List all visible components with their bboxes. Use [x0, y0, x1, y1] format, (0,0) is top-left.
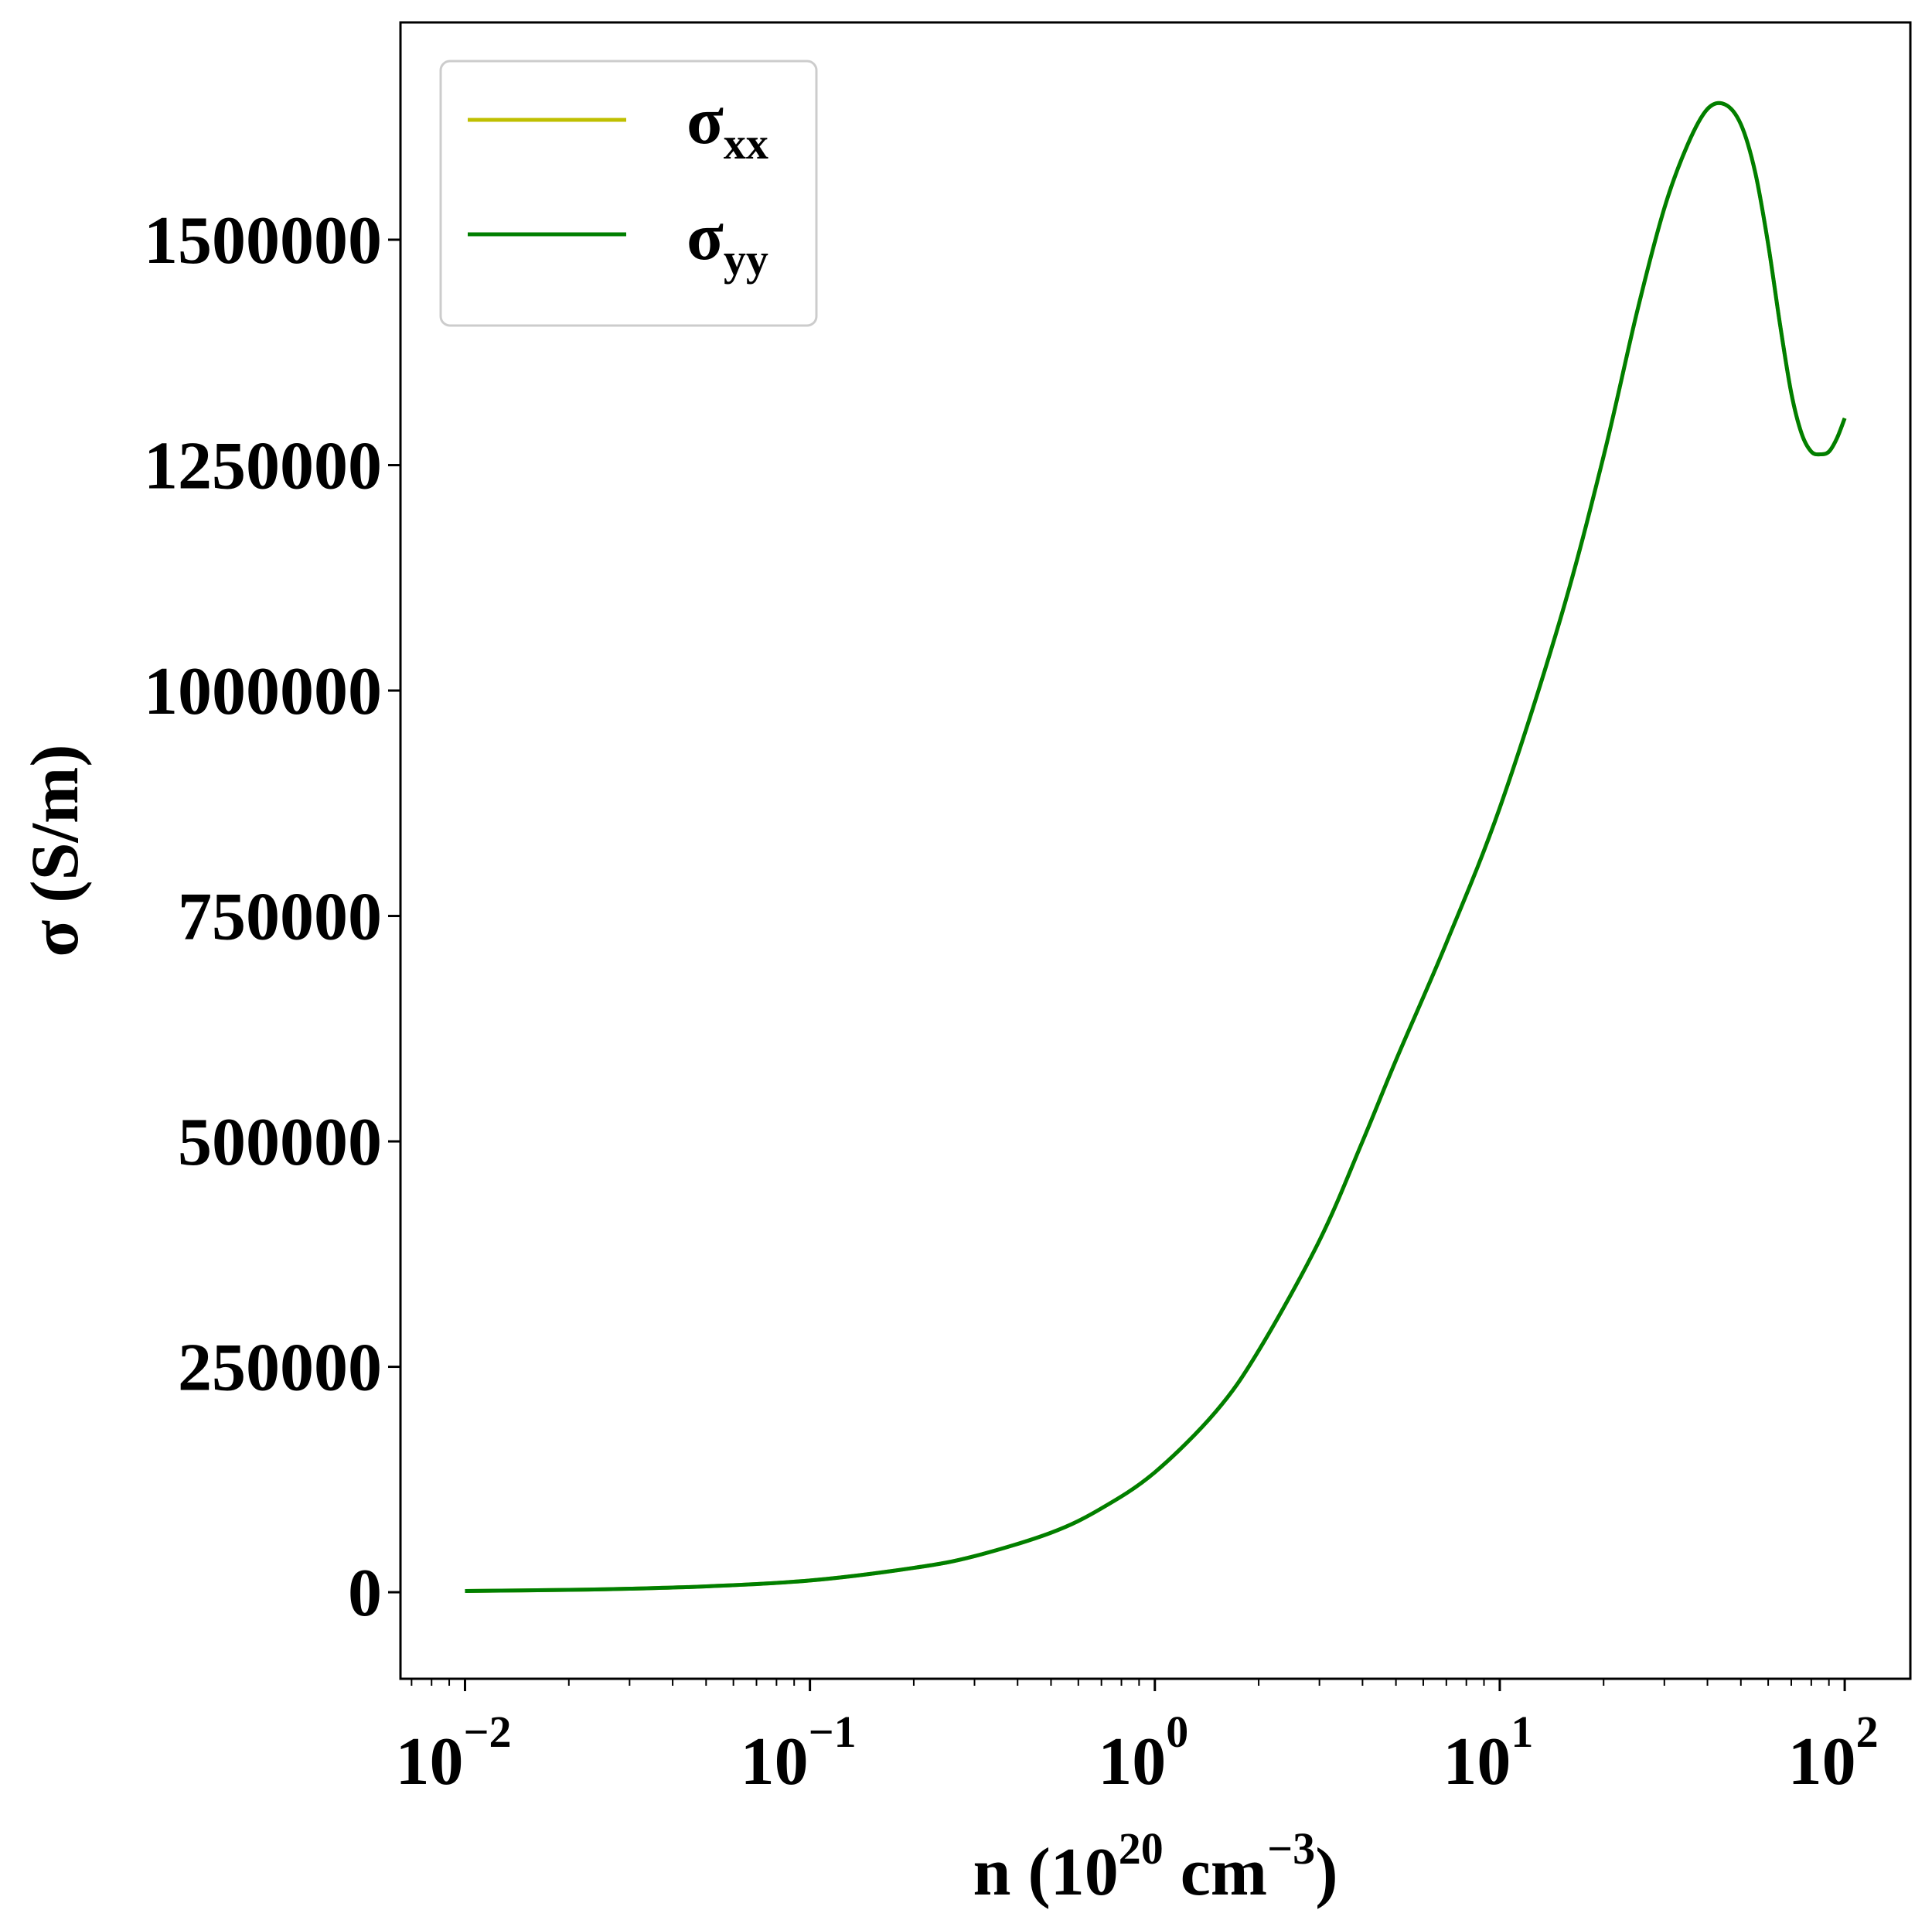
- x-tick-label: 10−1: [741, 1707, 857, 1799]
- x-axis: 10−2 10−1 100 101 102: [395, 1679, 1879, 1799]
- legend-label-sigma-xx: σxx: [687, 84, 768, 169]
- series-lines: [465, 101, 1847, 1594]
- y-tick-label: 1500000: [144, 203, 382, 278]
- x-axis-title: n (1020 cm−3): [973, 1823, 1338, 1910]
- x-tick-label: 100: [1098, 1707, 1188, 1799]
- x-tick-label: 10−2: [395, 1707, 511, 1799]
- y-tick-label: 1250000: [144, 429, 382, 504]
- y-tick-label: 750000: [178, 880, 382, 955]
- x-tick-label: 101: [1443, 1707, 1533, 1799]
- y-axis-title: σ (S/m): [18, 744, 93, 957]
- y-tick-label: 0: [348, 1556, 382, 1631]
- y-axis: 0 250000 500000 750000 1000000 1250000 1500000: [144, 203, 400, 1631]
- y-tick-label: 500000: [178, 1105, 382, 1180]
- x-tick-label: 102: [1788, 1707, 1879, 1799]
- y-tick-label: 250000: [178, 1331, 382, 1406]
- y-tick-label: 1000000: [144, 654, 382, 729]
- series-line-1: [465, 101, 1847, 1594]
- legend: σxx σyy: [439, 60, 818, 327]
- legend-label-sigma-yy: σyy: [687, 200, 768, 285]
- legend-box: [439, 60, 818, 327]
